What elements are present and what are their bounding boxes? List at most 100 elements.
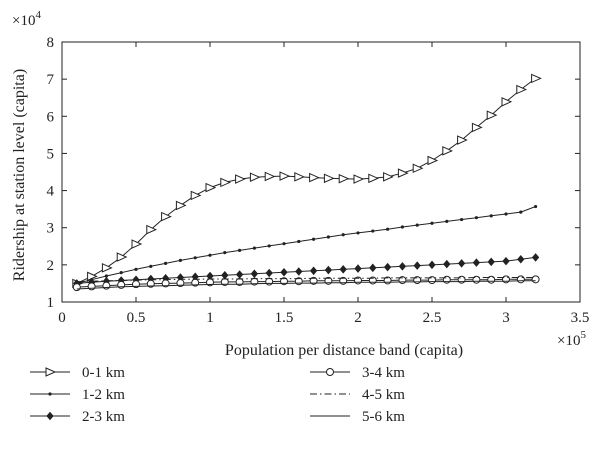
y-tick-label: 3 [47, 221, 55, 237]
triangle-marker [249, 172, 261, 182]
triangle-marker [368, 173, 380, 184]
dot-marker [267, 244, 271, 248]
dot-marker [386, 227, 390, 231]
plot-frame [61, 41, 581, 303]
dot-marker [134, 267, 138, 271]
series-5-6km [76, 280, 536, 290]
triangle-marker [294, 172, 306, 182]
dot-marker [534, 204, 538, 209]
legend: 0-1 km 1-2 km 2-3 km 3-4 km 4-5 km 5-6 km [30, 365, 405, 425]
circle-marker [531, 275, 540, 284]
triangle-marker [338, 173, 350, 184]
triangle-marker [353, 174, 365, 184]
triangle-marker [309, 172, 320, 183]
dot-marker [489, 214, 493, 218]
x-tick-label: 1 [206, 310, 214, 326]
series-line [76, 78, 536, 284]
y-tick-label: 8 [47, 35, 55, 51]
series-0-1km [72, 73, 542, 289]
x-tick-label: 0 [58, 310, 66, 326]
dot-marker [356, 231, 360, 235]
dot-marker [474, 216, 478, 220]
triangle-marker [471, 122, 483, 133]
circle-marker [442, 275, 451, 284]
diamond-marker [354, 264, 362, 273]
dot-marker [164, 261, 168, 265]
triangle-marker [383, 172, 394, 182]
legend-entry: 4-5 km [310, 387, 405, 403]
diamond-marker [280, 268, 288, 277]
diamond-marker [472, 258, 481, 267]
dot-marker [430, 221, 434, 225]
triangle-marker [397, 168, 409, 178]
diamond-marker [339, 265, 347, 274]
triangle-marker [323, 173, 335, 184]
legend-label: 4-5 km [362, 387, 405, 403]
legend-label: 2-3 km [82, 409, 125, 425]
diamond-marker [428, 260, 436, 270]
dot-marker [504, 212, 508, 216]
x-tick-label: 2 [354, 310, 362, 326]
triangle-marker [501, 97, 513, 107]
dot-marker [193, 256, 197, 260]
dot-marker [297, 239, 301, 244]
triangle-marker [457, 135, 468, 145]
triangle-marker [116, 252, 128, 262]
y-tick-label: 2 [47, 258, 55, 274]
dot-marker [445, 219, 449, 223]
legend-label: 5-6 km [362, 409, 405, 425]
y-tick-label: 1 [47, 295, 55, 311]
x-tick-label: 3.5 [571, 310, 590, 326]
series-line [76, 206, 536, 284]
diamond-marker [531, 253, 540, 262]
x-multiplier-label: ×105 [557, 329, 586, 349]
triangle-marker [264, 171, 276, 182]
triangle-marker [220, 177, 232, 188]
x-tick-label: 0.5 [127, 310, 146, 326]
diamond-marker [383, 262, 392, 272]
x-multiplier-exponent: 5 [580, 329, 586, 341]
legend-label: 0-1 km [82, 365, 125, 381]
diamond-marker [517, 255, 525, 264]
series-2-3km [73, 253, 540, 288]
x-tick-label: 1.5 [275, 310, 294, 326]
dot-marker [282, 242, 286, 246]
series-1-2km [75, 204, 538, 286]
dot-marker [460, 217, 464, 222]
x-tick-label: 2.5 [423, 310, 442, 326]
dot-marker [371, 229, 375, 233]
diamond-marker [324, 265, 333, 275]
triangle-marker [205, 182, 217, 193]
triangle-marker [427, 155, 439, 166]
dot-marker [326, 235, 330, 239]
dot-marker [312, 237, 316, 241]
y-tick-label: 4 [47, 184, 55, 200]
y-tick-label: 6 [47, 109, 55, 125]
y-multiplier-exponent: 4 [35, 9, 41, 21]
legend-entry: 1-2 km [30, 387, 125, 403]
triangle-marker [442, 146, 454, 156]
dot-marker [208, 253, 212, 257]
triangle-marker [131, 239, 143, 249]
legend-entry: 0-1 km [30, 365, 125, 381]
triangle-marker [190, 190, 202, 201]
triangle-marker [486, 110, 498, 120]
diamond-marker [309, 266, 318, 276]
circle-marker [72, 283, 81, 292]
y-multiplier-label: ×104 [12, 9, 41, 29]
dot-marker [519, 210, 523, 214]
y-tick-label: 7 [47, 72, 55, 88]
legend-entry: 5-6 km [310, 409, 405, 425]
y-tick-label: 5 [47, 146, 55, 162]
legend-entry: 2-3 km [30, 409, 125, 425]
dot-marker [104, 274, 108, 278]
dot-marker [119, 271, 123, 275]
series-line [76, 277, 536, 283]
triangle-marker [516, 84, 528, 95]
legend-label: 3-4 km [362, 365, 405, 381]
legend-label: 1-2 km [82, 387, 125, 403]
legend-entry: 3-4 km [310, 365, 405, 381]
dot-marker [415, 223, 419, 227]
diamond-marker [369, 263, 377, 273]
